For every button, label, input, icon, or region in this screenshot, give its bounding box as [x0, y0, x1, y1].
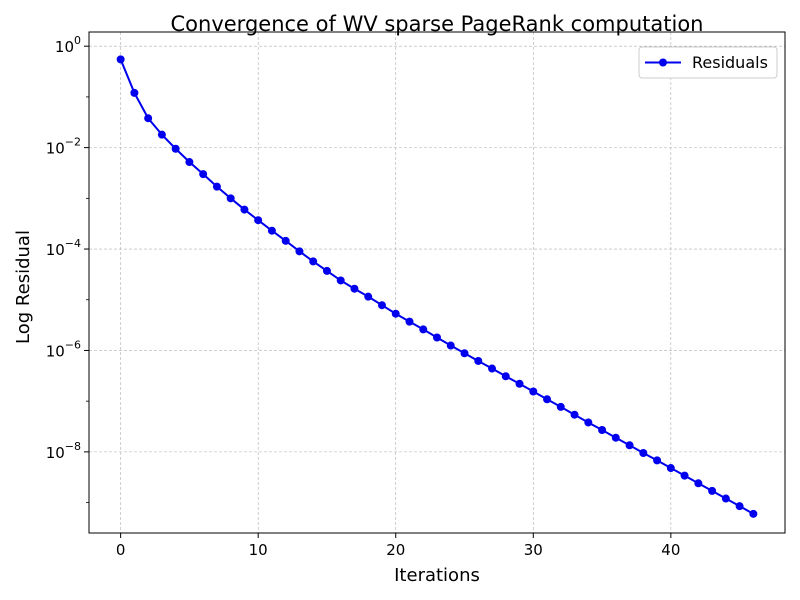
y-tick-label: 100: [55, 34, 81, 56]
legend-marker: [659, 58, 667, 67]
data-point: [488, 364, 497, 373]
y-axis: 100 10−2 10−4 10−6 10−8: [46, 34, 89, 503]
data-point: [735, 502, 744, 511]
data-point: [130, 88, 139, 97]
data-point: [281, 236, 290, 245]
data-point: [226, 194, 235, 203]
data-point: [199, 170, 208, 179]
data-point: [680, 471, 689, 480]
data-point: [446, 341, 455, 350]
data-point: [144, 114, 153, 123]
data-point: [749, 509, 758, 518]
x-tick-label: 20: [386, 541, 405, 559]
data-point: [254, 216, 263, 225]
data-point: [405, 317, 414, 326]
data-point: [433, 333, 441, 342]
data-point: [474, 356, 483, 365]
data-point: [240, 205, 249, 214]
data-point: [419, 325, 428, 334]
x-tick-label: 0: [116, 541, 126, 559]
y-tick-label: 10−8: [46, 440, 81, 462]
data-point: [611, 433, 620, 442]
data-point: [267, 226, 276, 235]
data-point: [295, 247, 304, 256]
data-point: [309, 257, 318, 266]
data-point: [556, 402, 565, 411]
legend-label: Residuals: [692, 53, 768, 72]
data-point: [171, 144, 180, 153]
data-point: [639, 449, 648, 457]
grid: [89, 32, 785, 533]
y-tick-label: 10−6: [46, 338, 81, 360]
y-tick-label: 10−4: [46, 237, 81, 259]
data-point: [212, 182, 221, 191]
plot-frame: [88, 31, 786, 534]
data-point: [694, 479, 703, 488]
data-point: [543, 395, 552, 404]
y-axis-label: Log Residual: [13, 230, 34, 344]
data-point: [653, 456, 662, 465]
data-point: [336, 276, 345, 285]
data-point: [364, 292, 373, 301]
series-residuals: [116, 55, 758, 518]
data-point: [116, 55, 125, 64]
data-point: [157, 130, 166, 139]
data-point: [391, 309, 400, 318]
data-point: [721, 494, 730, 503]
series-line: [119, 58, 754, 515]
data-point: [666, 464, 675, 473]
data-point: [584, 418, 593, 427]
legend-box: [638, 46, 778, 79]
data-point: [350, 284, 359, 293]
data-point: [529, 387, 538, 396]
data-point: [708, 486, 717, 495]
data-point: [598, 425, 607, 434]
data-point: [570, 410, 579, 419]
x-tick-label: 30: [524, 541, 543, 559]
legend[interactable]: Residuals: [638, 46, 778, 79]
x-axis-label: Iterations: [394, 565, 480, 586]
data-point: [377, 301, 386, 310]
data-point: [460, 349, 469, 358]
y-tick-label: 10−2: [46, 136, 81, 158]
x-axis: 0 10 20 30 40: [116, 533, 680, 559]
data-point: [515, 379, 524, 388]
data-point: [185, 158, 194, 167]
x-tick-label: 10: [249, 541, 268, 559]
data-point: [501, 372, 510, 381]
x-tick-label: 40: [661, 541, 680, 559]
data-point: [322, 266, 331, 275]
data-point: [625, 441, 634, 450]
